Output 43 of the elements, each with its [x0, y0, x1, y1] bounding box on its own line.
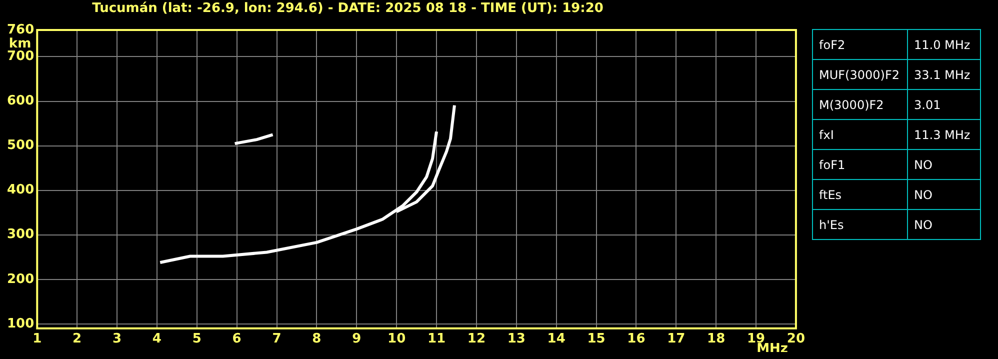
x-tick-label: 20 [786, 332, 805, 347]
text: 11.3 MHz [908, 120, 980, 150]
x-tick-label: 17 [667, 332, 686, 347]
y-tick-label: 700 [6, 49, 34, 64]
x-tick-label: 9 [352, 332, 362, 347]
x-tick-label: 15 [587, 332, 606, 347]
text: MUF(3000)F2 [812, 60, 908, 90]
x-tick-label: 6 [232, 332, 242, 347]
y-axis-title: km [8, 36, 32, 52]
text: NO [908, 150, 980, 180]
x-tick-label: 8 [312, 332, 322, 347]
text: 11.0 MHz [908, 30, 980, 60]
text: NO [908, 210, 980, 240]
x-tick-label: 2 [72, 332, 82, 347]
text: fxI [812, 120, 908, 150]
text: h'Es [812, 210, 908, 240]
y-tick-label: 400 [6, 182, 34, 198]
x-tick-label: 11 [427, 332, 446, 347]
text: M(3000)F2 [812, 90, 908, 120]
text: 33.1 MHz [908, 60, 980, 90]
text: foF2 [812, 30, 908, 60]
text: foF1 [812, 150, 908, 180]
x-tick-label: 1 [32, 332, 42, 347]
y-tick-label: 500 [6, 138, 34, 154]
x-tick-label: 10 [388, 332, 406, 347]
x-tick-label: 12 [467, 332, 486, 347]
x-tick-label: 7 [272, 332, 282, 347]
text: ftEs [812, 180, 908, 210]
x-tick-label: 16 [627, 332, 646, 347]
y-tick-label: 300 [6, 227, 34, 242]
y-tick-label: 100 [6, 316, 34, 332]
x-tick-label: 3 [112, 332, 122, 347]
text: 3.01 [908, 90, 980, 120]
x-tick-label: 18 [707, 332, 726, 347]
x-tick-label: 13 [507, 332, 526, 347]
chart-title: Tucumán (lat: -26.9, lon: 294.6) - DATE: 2025 08 18 - TIME (UT): 19:20 [92, 0, 604, 16]
x-tick-label: 5 [192, 332, 202, 347]
x-tick-label: 14 [547, 332, 566, 347]
y-tick-label: 600 [6, 94, 34, 109]
x-tick-label: 4 [152, 332, 162, 347]
y-tick-label: 760 [6, 22, 34, 38]
text: NO [908, 180, 980, 210]
y-tick-label: 200 [6, 272, 34, 287]
